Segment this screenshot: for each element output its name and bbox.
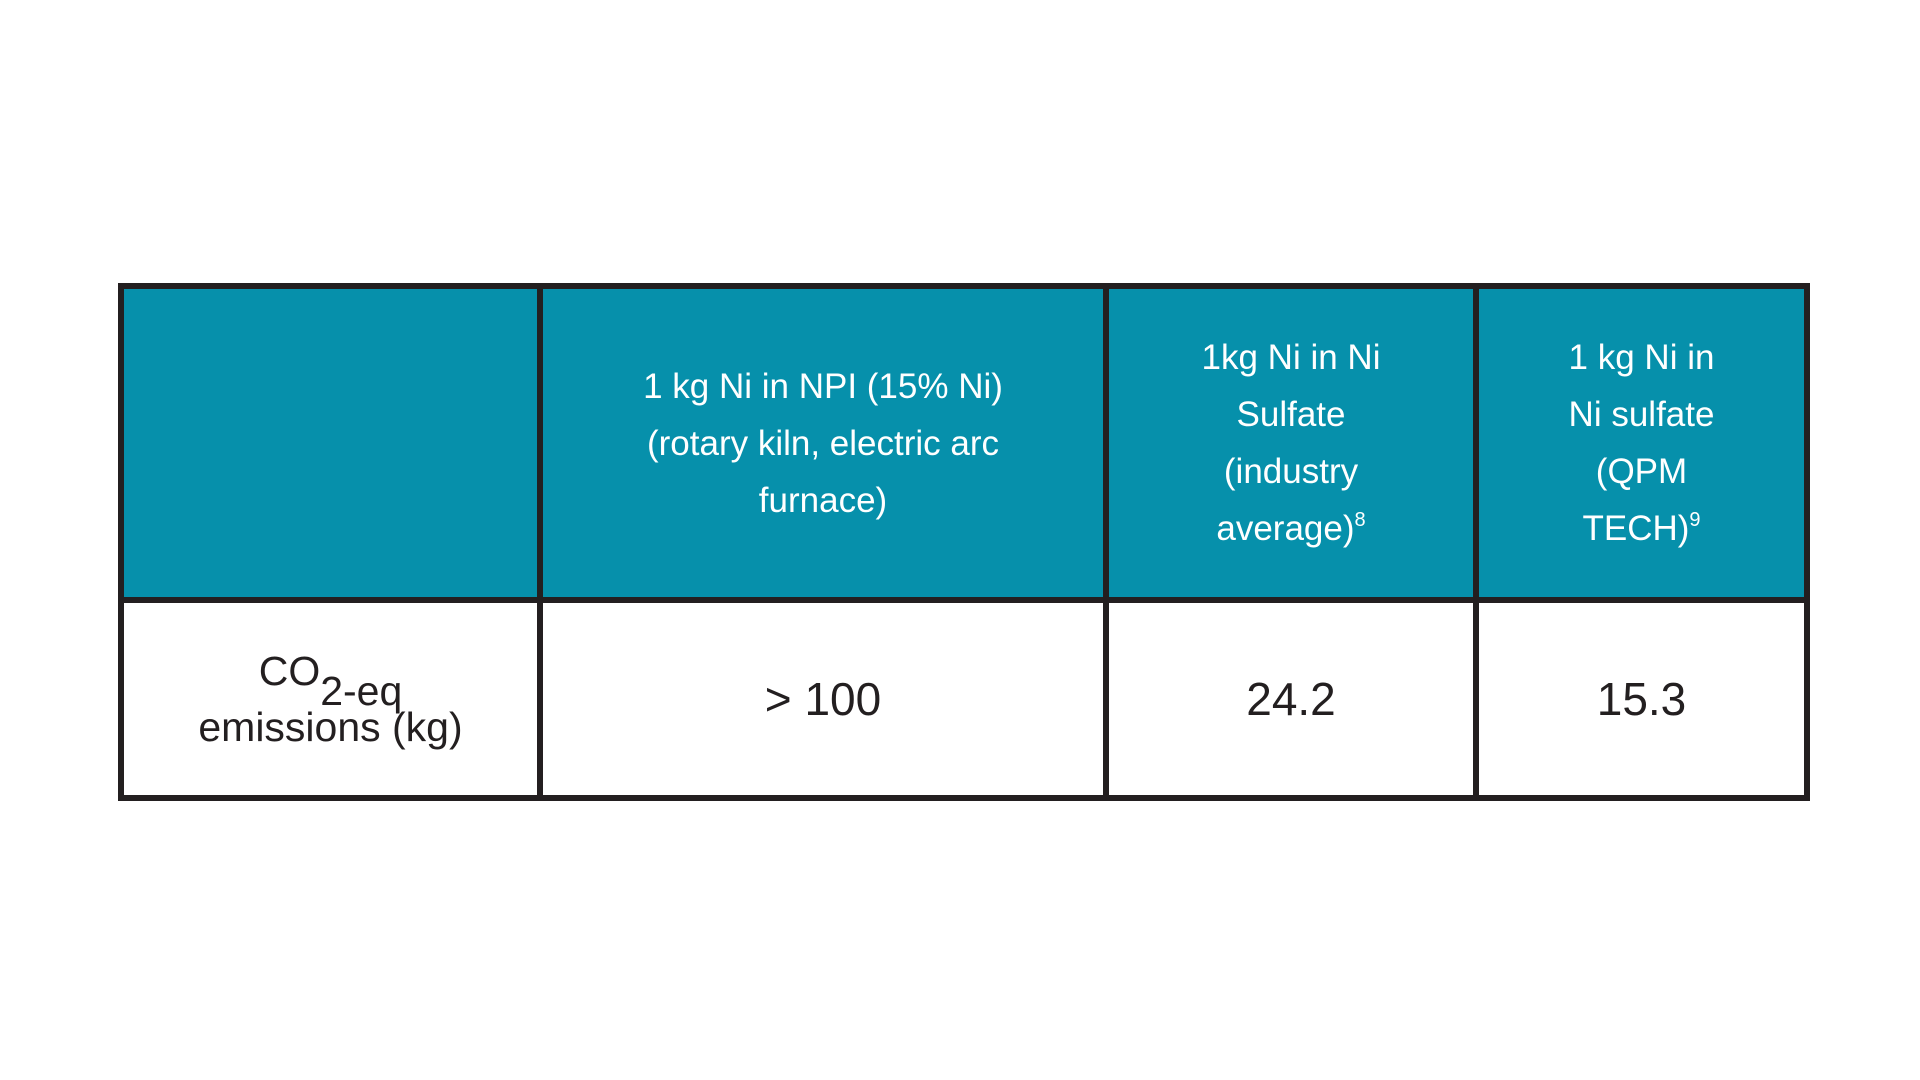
header-cell-industry-average: 1kg Ni in Ni Sulfate (industry average)8 bbox=[1103, 283, 1479, 603]
value-npi: > 100 bbox=[537, 597, 1109, 801]
header-industry-line4: average)8 bbox=[1109, 500, 1473, 557]
header-industry-line2: Sulfate bbox=[1236, 395, 1346, 434]
header-qpm-line1: 1 kg Ni in bbox=[1568, 338, 1715, 377]
footnote-ref-8: 8 bbox=[1354, 509, 1366, 531]
header-qpm-line4-text: TECH) bbox=[1582, 509, 1690, 548]
data-row: CO2-eq emissions (kg) > 100 24.2 15.3 bbox=[118, 597, 1810, 801]
row-label-line1: CO2-eq bbox=[124, 643, 537, 714]
value-industry-average: 24.2 bbox=[1103, 597, 1479, 801]
value-qpm-tech: 15.3 bbox=[1473, 597, 1810, 801]
header-qpm-line3: (QPM bbox=[1595, 452, 1688, 491]
header-qpm-line2: Ni sulfate bbox=[1568, 395, 1715, 434]
header-industry-line1: 1kg Ni in Ni bbox=[1201, 338, 1381, 377]
table-header: 1 kg Ni in NPI (15% Ni) (rotary kiln, el… bbox=[118, 283, 1810, 603]
row-label-line2: emissions (kg) bbox=[198, 704, 463, 750]
header-industry-line4-text: average) bbox=[1216, 509, 1355, 548]
table-body: CO2-eq emissions (kg) > 100 24.2 15.3 bbox=[118, 597, 1810, 801]
header-industry-line3: (industry bbox=[1223, 452, 1359, 491]
header-cell-npi: 1 kg Ni in NPI (15% Ni) (rotary kiln, el… bbox=[537, 283, 1109, 603]
header-npi-line2: (rotary kiln, electric arc bbox=[646, 423, 1000, 463]
row-label-co2-eq-emissions: CO2-eq emissions (kg) bbox=[118, 597, 543, 801]
co2-prefix: CO bbox=[258, 648, 321, 694]
co2-subscript: 2-eq bbox=[320, 668, 403, 714]
header-cell-blank bbox=[118, 283, 543, 603]
header-row: 1 kg Ni in NPI (15% Ni) (rotary kiln, el… bbox=[118, 283, 1810, 603]
comparison-table: 1 kg Ni in NPI (15% Ni) (rotary kiln, el… bbox=[118, 283, 1810, 801]
footnote-ref-9: 9 bbox=[1689, 509, 1701, 531]
header-qpm-line4: TECH)9 bbox=[1479, 500, 1804, 557]
header-npi-line1: 1 kg Ni in NPI (15% Ni) bbox=[643, 366, 1003, 406]
header-cell-qpm-tech: 1 kg Ni in Ni sulfate (QPM TECH)9 bbox=[1473, 283, 1810, 603]
header-npi-line3: furnace) bbox=[758, 480, 888, 520]
